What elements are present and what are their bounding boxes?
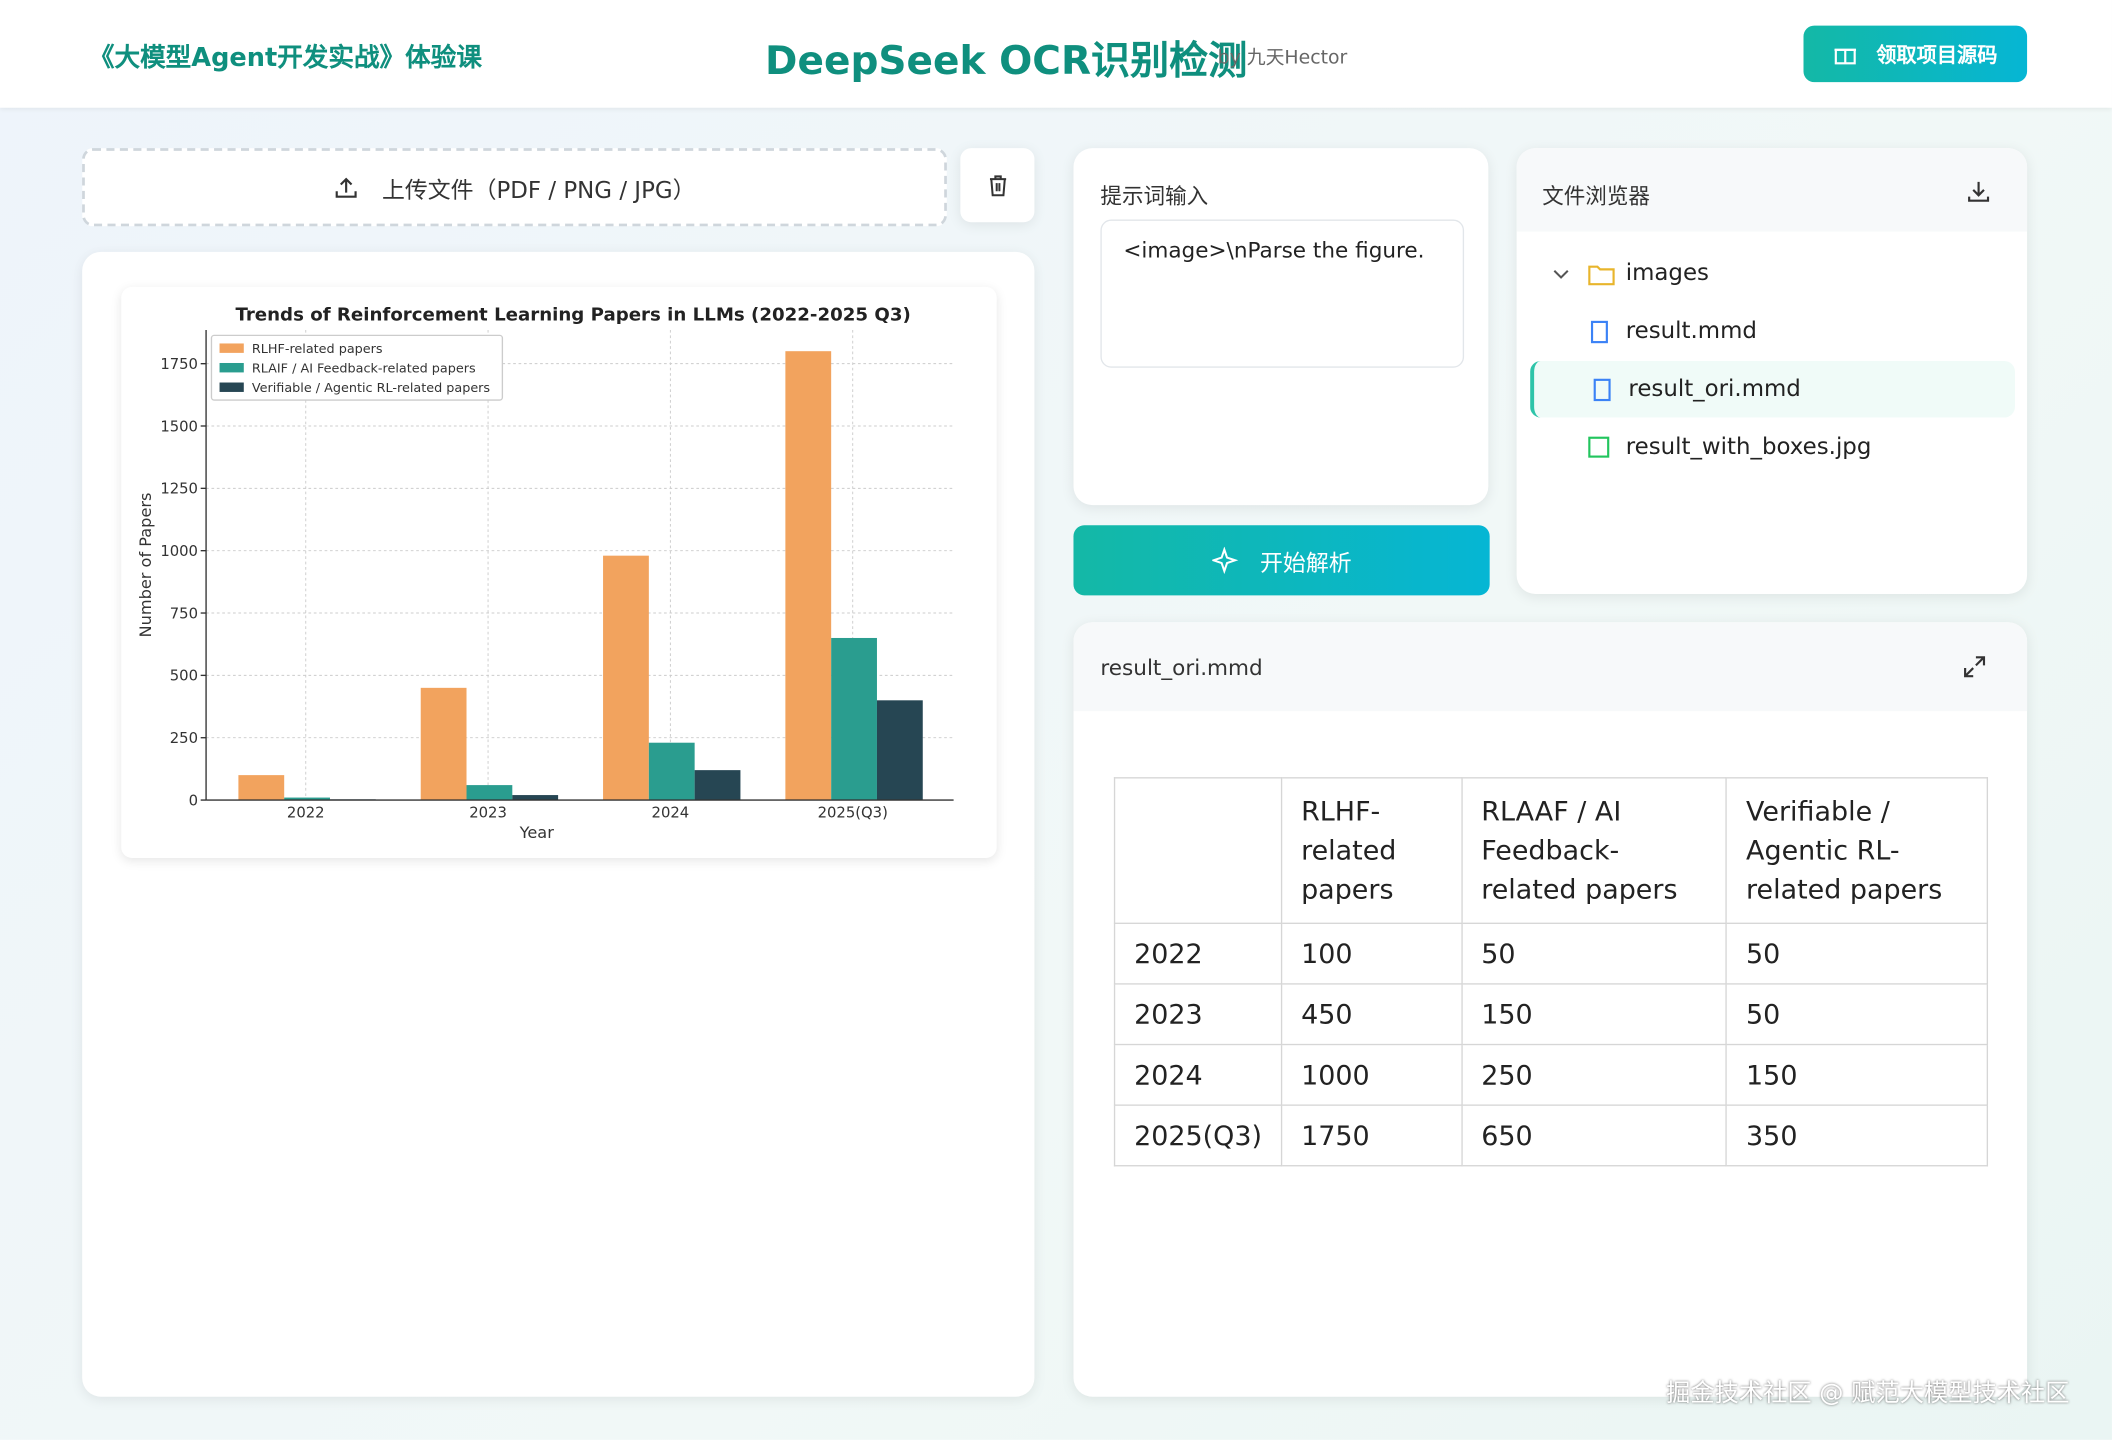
table-cell: 450 — [1280, 983, 1463, 1046]
file-browser: 文件浏览器 — [1516, 148, 2028, 594]
file-name[interactable]: result_ori.mmd — [1628, 375, 1801, 403]
chart-title: Trends of Reinforcement Learning Papers … — [235, 305, 910, 326]
table-cell: 50 — [1725, 983, 1989, 1046]
table-cell: 2023 — [1113, 983, 1283, 1046]
bar — [238, 775, 285, 801]
browser-title: 文件浏览器 — [1542, 183, 1650, 209]
table-cell: 150 — [1725, 1043, 1989, 1106]
bar — [466, 785, 513, 801]
file-name[interactable]: result.mmd — [1625, 317, 1757, 345]
upload-area[interactable]: 上传文件（PDF / PNG / JPG） — [82, 148, 947, 227]
course-title: 《大模型Agent开发实战》体验课 — [88, 43, 482, 73]
upload-label: 上传文件（PDF / PNG / JPG） — [381, 177, 696, 205]
header-cell: RLHF-related papers — [1280, 777, 1463, 924]
bar — [831, 637, 877, 801]
bar — [284, 797, 330, 801]
table-cell: 2025(Q3) — [1113, 1104, 1283, 1167]
table-cell: 1000 — [1280, 1043, 1463, 1106]
y-axis-label: Number of Papers — [136, 493, 155, 638]
prompt-input[interactable]: <image>\nParse the figure. — [1100, 219, 1465, 368]
table-cell: 2022 — [1113, 922, 1283, 985]
gift-icon — [1834, 48, 1857, 65]
table-cell: 350 — [1725, 1104, 1989, 1167]
table-cell: 50 — [1725, 922, 1989, 985]
table-cell: 650 — [1461, 1104, 1728, 1167]
watermark: 掘金技术社区 @ 赋范大模型技术社区 — [1666, 1379, 2070, 1408]
table-row: 2023 450 150 50 — [1113, 983, 1989, 1046]
bar — [603, 555, 649, 801]
y-tick-label: 1750 — [160, 356, 198, 373]
header-cell — [1113, 777, 1283, 924]
y-tick-label: 250 — [170, 730, 198, 747]
header-cell: RLAAF / AI Feedback-related papers — [1461, 777, 1728, 924]
legend-swatch — [219, 382, 244, 392]
source-button[interactable]: 领取项目源码 — [1803, 25, 2028, 83]
parse-button[interactable]: 开始解析 — [1073, 525, 1490, 596]
header-cell: Verifiable / Agentic RL-related papers — [1725, 777, 1989, 924]
legend-box — [210, 334, 504, 401]
table-row: 2024 1000 250 150 — [1113, 1043, 1989, 1106]
result-title: result_ori.mmd — [1100, 654, 1263, 681]
legend-label: RLAIF / AI Feedback-related papers — [252, 361, 476, 376]
bar — [785, 351, 832, 801]
bar — [512, 795, 559, 801]
x-tick-label: 2022 — [287, 805, 325, 822]
byline: by 九天Hector — [1217, 47, 1348, 69]
bar — [694, 770, 741, 801]
result-panel: result_ori.mmd RLHF-related papers RLAAF … — [1073, 622, 2028, 1397]
bar — [648, 742, 695, 801]
app-title: DeepSeek OCR识别检测 — [765, 37, 1248, 84]
header: 《大模型Agent开发实战》体验课 DeepSeek OCR识别检测 by 九天… — [0, 0, 2112, 108]
tree-icons — [1553, 265, 1615, 458]
bar — [876, 700, 923, 801]
download-icon[interactable] — [1965, 178, 1992, 205]
table-cell: 250 — [1461, 1043, 1728, 1106]
y-tick-label: 500 — [170, 668, 198, 685]
y-tick-label: 0 — [189, 792, 198, 809]
table-cell: 1750 — [1280, 1104, 1463, 1167]
expand-icon[interactable] — [1962, 655, 1986, 679]
table-row: 2022 100 50 50 — [1113, 922, 1989, 985]
header-row: RLHF-related papers RLAAF / AI Feedback-r… — [1113, 777, 1989, 924]
parse-label: 开始解析 — [1260, 550, 1352, 578]
legend-swatch — [219, 362, 244, 373]
x-tick-label: 2023 — [469, 805, 507, 822]
sparkle-icon — [1211, 546, 1238, 574]
upload-icon — [335, 177, 357, 198]
trash-icon — [989, 174, 1006, 196]
y-tick-label: 750 — [170, 605, 198, 622]
x-tick-label: 2025(Q3) — [818, 805, 888, 822]
table-cell: 2024 — [1113, 1043, 1283, 1106]
delete-button[interactable] — [960, 148, 1035, 223]
result-table: RLHF-related papers RLAAF / AI Feedback-r… — [1113, 777, 1989, 1167]
prompt-title: 提示词输入 — [1100, 183, 1209, 209]
y-tick-label: 1250 — [160, 481, 198, 498]
x-axis-label: Year — [519, 823, 555, 842]
legend-label: Verifiable / Agentic RL-related papers — [252, 381, 491, 396]
button-label: 领取项目源码 — [1876, 42, 1998, 67]
legend-label: RLHF-related papers — [252, 342, 383, 357]
x-tick-label: 2024 — [652, 805, 690, 822]
selected-row — [1530, 360, 2015, 418]
prompt-panel: 提示词输入 <image>\nParse the figure. — [1073, 148, 1489, 506]
table-cell: 50 — [1461, 922, 1728, 985]
file-name[interactable]: result_with_boxes.jpg — [1625, 433, 1872, 461]
y-tick-label: 1500 — [160, 418, 198, 435]
legend-swatch — [219, 343, 244, 353]
folder-name[interactable]: images — [1625, 259, 1709, 287]
table-cell: 150 — [1461, 983, 1728, 1046]
table-row: 2025(Q3) 1750 650 350 — [1113, 1104, 1989, 1167]
preview-chart: Trends of Reinforcement Learning Papers … — [121, 286, 997, 858]
table-cell: 100 — [1280, 922, 1463, 985]
y-tick-label: 1000 — [160, 543, 198, 560]
bar — [420, 687, 467, 801]
